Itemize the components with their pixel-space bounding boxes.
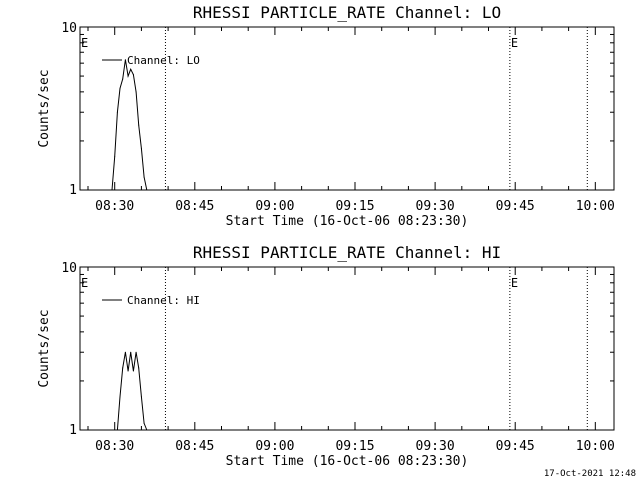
data-point: [127, 370, 129, 372]
data-point: [146, 189, 148, 191]
y-tick-label: 1: [69, 183, 77, 198]
y-tick-label: 10: [61, 261, 77, 276]
chart-panel-hi: RHESSI PARTICLE_RATE Channel: HI 1 10 Count…: [37, 243, 615, 469]
chart-title: RHESSI PARTICLE_RATE Channel: HI: [193, 243, 501, 262]
series-line-lo: [111, 59, 148, 191]
data-point: [122, 367, 124, 369]
data-point: [111, 189, 113, 191]
x-tick-label: 09:45: [496, 439, 535, 454]
x-axis-label: Start Time (16-Oct-06 08:23:30): [226, 214, 469, 229]
data-point: [135, 91, 137, 93]
y-tick-label: 10: [61, 21, 77, 36]
chart-title: RHESSI PARTICLE_RATE Channel: LO: [193, 3, 501, 22]
event-marker-label: E: [81, 276, 88, 290]
series-line-hi: [116, 352, 148, 431]
x-tick-label: 09:15: [335, 439, 374, 454]
data-point: [135, 351, 137, 353]
x-tick-label: 08:30: [95, 199, 134, 214]
data-point: [138, 367, 140, 369]
data-point: [122, 78, 124, 80]
data-point: [140, 396, 142, 398]
x-tick-label: 10:00: [576, 199, 615, 214]
data-point: [124, 351, 126, 353]
data-point: [143, 176, 145, 178]
x-tick-label: 10:00: [576, 439, 615, 454]
x-tick-label: 09:15: [335, 199, 374, 214]
x-tick-label: 09:30: [416, 439, 455, 454]
data-point: [119, 87, 121, 89]
event-marker-label: E: [511, 36, 518, 50]
data-point: [116, 429, 118, 431]
data-point: [140, 147, 142, 149]
x-tick-label: 08:45: [175, 199, 214, 214]
data-point: [138, 124, 140, 126]
x-tick-label: 09:00: [255, 439, 294, 454]
x-tick-label: 09:45: [496, 199, 535, 214]
event-marker-label: E: [81, 36, 88, 50]
event-marker-label: E: [511, 276, 518, 290]
x-tick-label: 09:00: [255, 199, 294, 214]
timestamp-footer: 17-Oct-2021 12:48: [544, 469, 636, 479]
legend-label: Channel: HI: [127, 294, 200, 307]
plot-frame: [79, 26, 615, 191]
legend-label: Channel: LO: [127, 54, 200, 67]
y-axis-label: Counts/sec: [37, 309, 52, 387]
data-point: [143, 422, 145, 424]
data-point: [127, 75, 129, 77]
x-tick-label: 08:45: [175, 439, 214, 454]
data-point: [119, 396, 121, 398]
x-tick-label: 09:30: [416, 199, 455, 214]
data-point: [132, 370, 134, 372]
data-point: [114, 156, 116, 158]
data-point: [130, 351, 132, 353]
chart-panel-lo: RHESSI PARTICLE_RATE Channel: LO 1 10 Count…: [37, 3, 615, 229]
x-axis-label: Start Time (16-Oct-06 08:23:30): [226, 454, 469, 469]
data-point: [130, 68, 132, 70]
data-point: [132, 74, 134, 76]
plot-frame: [79, 266, 615, 431]
y-axis-label: Counts/sec: [37, 69, 52, 147]
data-point: [124, 59, 126, 61]
data-point: [146, 429, 148, 431]
y-tick-label: 1: [69, 423, 77, 438]
data-point: [116, 111, 118, 113]
x-tick-label: 08:30: [95, 439, 134, 454]
